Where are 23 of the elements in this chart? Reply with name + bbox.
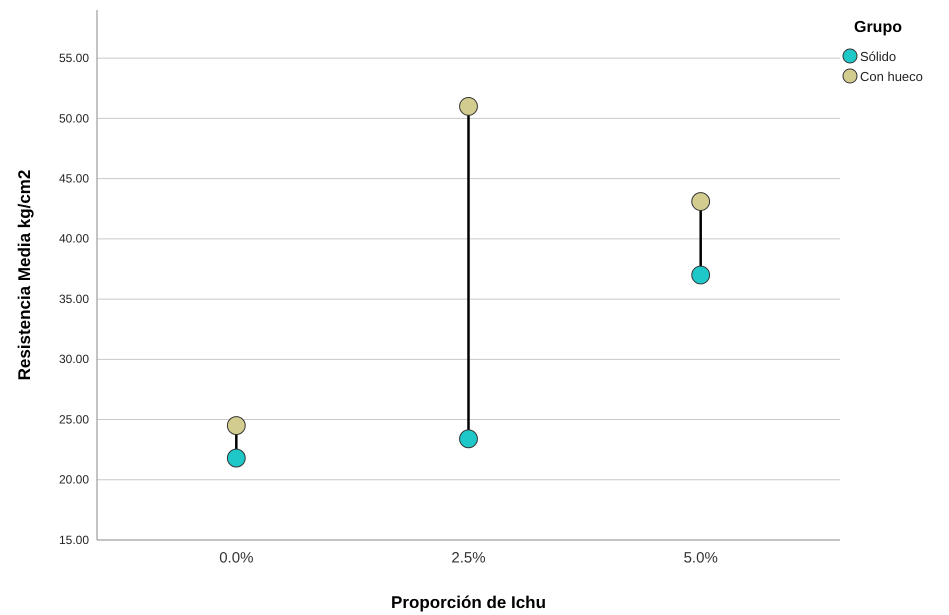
x-tick-label: 2.5% (451, 550, 486, 567)
x-axis-title: Proporción de Ichu (391, 593, 546, 612)
legend-label: Sólido (860, 49, 896, 64)
y-axis-title: Resistencia Media kg/cm2 (15, 170, 34, 380)
point (691, 266, 710, 284)
y-tick-label: 20.00 (58, 472, 90, 487)
y-tick-label: 50.00 (58, 111, 90, 126)
legend-title: Grupo (854, 19, 902, 36)
y-tick-label: 30.00 (58, 352, 90, 366)
point (459, 429, 478, 448)
y-tick-label: 40.00 (58, 232, 90, 246)
point (459, 96, 478, 116)
x-tick-label: 5.0% (684, 550, 718, 567)
legend-label: Con hueco (860, 69, 923, 84)
point (226, 416, 246, 435)
y-tick-label: 15.00 (58, 532, 90, 547)
x-tick-label: 0.0% (219, 550, 254, 567)
y-tick-label: 55.00 (58, 51, 90, 66)
y-tick-label: 45.00 (58, 171, 90, 186)
y-tick-label: 35.00 (58, 292, 90, 306)
point (691, 192, 710, 211)
y-tick-label: 25.00 (58, 412, 90, 426)
point (226, 448, 246, 468)
